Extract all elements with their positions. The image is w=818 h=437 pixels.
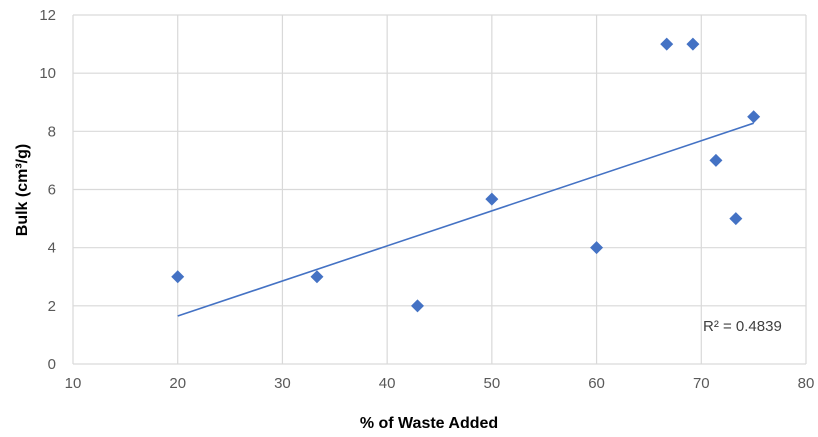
data-point xyxy=(590,241,604,255)
trendline xyxy=(177,122,754,317)
gridlines xyxy=(72,14,807,365)
data-point xyxy=(747,110,761,124)
data-point xyxy=(485,192,499,206)
x-tick-label: 50 xyxy=(484,375,501,392)
data-point xyxy=(171,270,185,284)
x-tick-label: 70 xyxy=(693,375,710,392)
r-squared-annotation: R² = 0.4839 xyxy=(703,318,782,335)
data-point xyxy=(729,212,743,226)
tick-labels: 10 20 30 40 50 60 70 80 0 2 4 6 8 10 12 xyxy=(39,7,814,392)
trendline-group xyxy=(177,122,754,317)
y-tick-label: 4 xyxy=(48,240,56,257)
data-point xyxy=(709,153,723,167)
x-tick-label: 60 xyxy=(588,375,605,392)
y-tick-label: 0 xyxy=(48,356,56,373)
x-axis-title: % of Waste Added xyxy=(360,415,498,432)
x-tick-label: 20 xyxy=(169,375,186,392)
data-point xyxy=(660,37,674,51)
data-point xyxy=(686,37,700,51)
y-tick-label: 10 xyxy=(39,65,56,82)
y-tick-label: 6 xyxy=(48,182,56,199)
data-point xyxy=(411,299,425,313)
x-tick-label: 40 xyxy=(379,375,396,392)
y-tick-label: 12 xyxy=(39,7,56,24)
y-tick-label: 2 xyxy=(48,298,56,315)
y-axis-title: Bulk (cm³/g) xyxy=(14,144,31,236)
data-points xyxy=(171,37,761,313)
x-tick-label: 10 xyxy=(65,375,82,392)
data-point xyxy=(310,270,324,284)
y-tick-label: 8 xyxy=(48,123,56,140)
x-tick-label: 80 xyxy=(798,375,815,392)
x-tick-label: 30 xyxy=(274,375,291,392)
